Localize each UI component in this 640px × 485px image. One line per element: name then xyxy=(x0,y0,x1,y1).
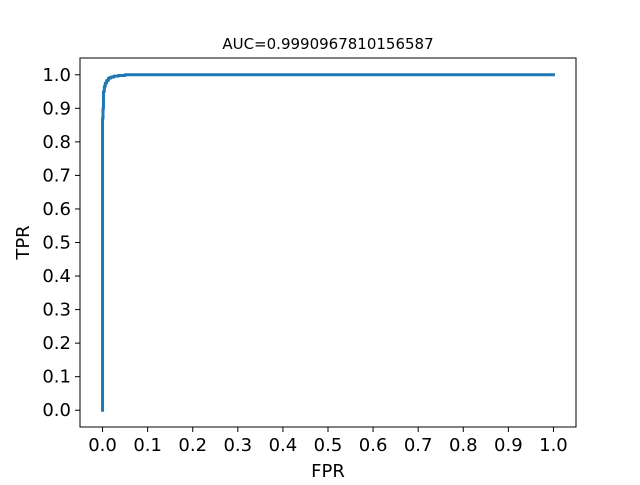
y-tick-label: 1.0 xyxy=(42,65,71,86)
y-tick-label: 0.3 xyxy=(42,300,71,321)
x-tick-label: 0.3 xyxy=(223,435,252,456)
x-tick-label: 0.7 xyxy=(404,435,433,456)
x-tick-label: 0.1 xyxy=(133,435,162,456)
x-tick-label: 0.0 xyxy=(88,435,117,456)
y-tick-label: 0.6 xyxy=(42,199,71,220)
x-tick-label: 0.6 xyxy=(359,435,388,456)
roc-curve-line xyxy=(101,73,555,412)
y-tick-label: 0.1 xyxy=(42,367,71,388)
y-tick-label: 0.8 xyxy=(42,132,71,153)
y-tick-label: 0.0 xyxy=(42,400,71,421)
chart-title: AUC=0.9990967810156587 xyxy=(222,35,433,53)
plot-series xyxy=(101,73,555,412)
x-tick-label: 0.2 xyxy=(178,435,207,456)
x-tick-label: 0.8 xyxy=(449,435,478,456)
plot-frame xyxy=(79,57,577,428)
y-tick-label: 0.9 xyxy=(42,98,71,119)
x-tick-label: 0.9 xyxy=(494,435,523,456)
y-tick-label: 0.4 xyxy=(42,266,71,287)
y-axis-title: TPR xyxy=(13,225,34,260)
y-tick-label: 0.7 xyxy=(42,165,71,186)
x-axis-ticks: 0.0 0.1 0.2 0.3 0.4 0.5 0.6 0.7 0.8 0.9 1.0 xyxy=(88,427,568,456)
x-tick-label: 0.4 xyxy=(269,435,298,456)
y-tick-label: 0.5 xyxy=(42,233,71,254)
x-tick-label: 1.0 xyxy=(539,435,568,456)
x-tick-label: 0.5 xyxy=(314,435,343,456)
y-tick-label: 0.2 xyxy=(42,333,71,354)
y-axis-ticks: 0.0 0.1 0.2 0.3 0.4 0.5 0.6 0.7 0.8 0.9 1.0 xyxy=(42,65,80,421)
x-axis-title: FPR xyxy=(311,461,345,480)
